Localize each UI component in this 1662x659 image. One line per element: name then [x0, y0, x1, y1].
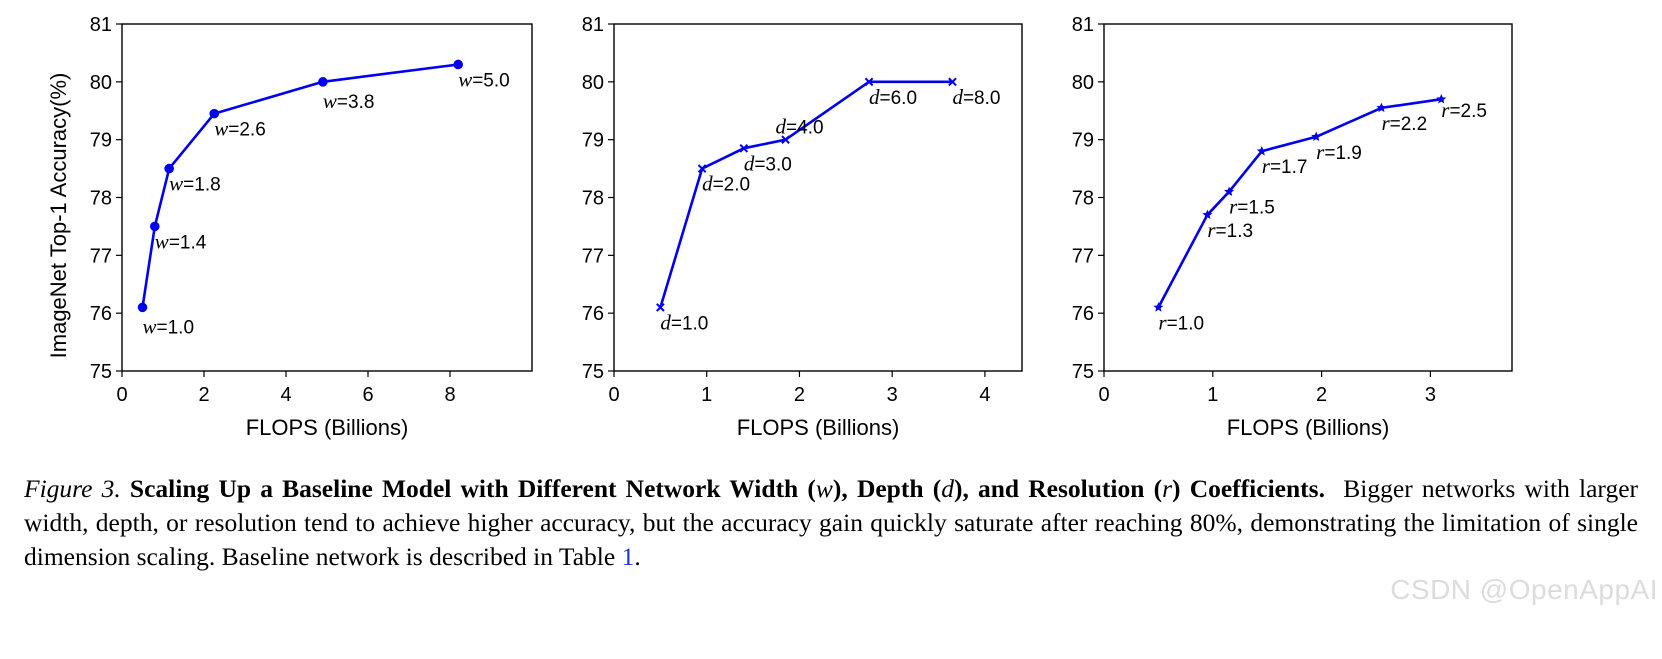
y-tick-label: 80: [1072, 72, 1094, 94]
y-tick-label: 75: [582, 361, 604, 383]
data-point: [150, 221, 160, 232]
data-label: r=1.5: [1229, 195, 1275, 219]
data-point: [697, 164, 707, 173]
data-point: [209, 108, 220, 119]
data-label: w=1.8: [169, 172, 221, 196]
data-label: r=1.0: [1158, 310, 1204, 334]
data-label: w=3.8: [323, 89, 375, 113]
caption-var-d: d: [941, 474, 954, 503]
caption-title-part: ) Coefficients.: [1172, 474, 1325, 503]
x-axis-label: FLOPS (Billions): [1227, 415, 1390, 440]
y-tick-label: 78: [582, 188, 604, 210]
caption-title-part: ), Depth (: [832, 474, 942, 503]
x-tick-label: 3: [887, 384, 898, 406]
data-point: [656, 303, 665, 312]
data-label: d=8.0: [952, 85, 1000, 109]
caption-end: .: [634, 542, 641, 571]
x-tick-label: 0: [1098, 384, 1109, 406]
figure-caption: Figure 3. Scaling Up a Baseline Model wi…: [24, 472, 1638, 574]
y-tick-label: 81: [1072, 14, 1094, 36]
x-tick-label: 2: [1316, 384, 1327, 406]
data-label: r=1.9: [1316, 140, 1362, 164]
y-tick-label: 76: [1072, 303, 1094, 325]
x-tick-label: 1: [701, 384, 712, 406]
caption-var-w: w: [815, 474, 833, 503]
data-point: [948, 77, 957, 87]
data-point: [1224, 186, 1235, 196]
charts-svg: 75 76 77 78 79 80 81 0 2 4 6 8 FLOPS (Billions) Image…: [46, 14, 1513, 440]
y-tick-label: 77: [582, 245, 604, 267]
y-tick-label: 80: [90, 72, 112, 94]
caption-var-r: r: [1162, 474, 1173, 503]
data-point: [739, 144, 749, 153]
data-point: [864, 77, 874, 87]
data-label: w=5.0: [458, 67, 510, 91]
data-point: [1376, 102, 1387, 113]
y-tick-label: 81: [582, 14, 604, 36]
caption-title-part: Scaling Up a Baseline Model with Differe…: [129, 474, 816, 503]
data-point: [1311, 131, 1322, 142]
y-tick-label: 81: [90, 14, 112, 36]
y-tick-label: 80: [582, 72, 604, 94]
data-label: d=4.0: [776, 115, 824, 139]
table-reference-link[interactable]: 1: [621, 542, 635, 571]
data-label: r=2.2: [1381, 111, 1427, 135]
y-tick-label: 79: [1072, 130, 1094, 152]
data-label: r=1.3: [1207, 218, 1253, 242]
y-tick-label: 78: [90, 188, 112, 210]
watermark: CSDN @OpenAppAI: [1390, 574, 1658, 605]
caption-body: Bigger networks with larger width, depth…: [24, 474, 1639, 571]
x-tick-label: 0: [608, 384, 619, 406]
y-tick-label: 75: [90, 361, 112, 383]
data-point: [318, 77, 328, 87]
x-axis-label: FLOPS (Billions): [737, 415, 900, 440]
x-tick-label: 0: [116, 384, 127, 406]
y-tick-label: 76: [582, 303, 604, 325]
series-line: [659, 80, 953, 308]
data-point: [1153, 302, 1164, 312]
y-tick-label: 76: [90, 303, 112, 325]
data-label: r=1.7: [1262, 154, 1308, 178]
x-tick-label: 8: [444, 384, 455, 406]
y-tick-label: 79: [582, 130, 604, 152]
data-point: [1202, 209, 1213, 220]
data-point: [1436, 93, 1447, 104]
data-point: [137, 302, 148, 313]
data-label: w=1.0: [143, 314, 195, 338]
data-label: d=6.0: [869, 85, 917, 109]
y-tick-label: 79: [90, 130, 112, 152]
y-tick-label: 77: [1072, 245, 1094, 267]
data-label: w=2.6: [214, 117, 266, 141]
data-point: [1256, 145, 1267, 156]
x-tick-label: 4: [280, 384, 291, 406]
caption-title: Scaling Up a Baseline Model with Differe…: [130, 474, 1325, 503]
y-axis-label: ImageNet Top-1 Accuracy(%): [46, 73, 71, 359]
caption-title-part: ), and Resolution (: [953, 474, 1163, 503]
series-line: [141, 63, 459, 308]
x-tick-label: 3: [1425, 384, 1436, 406]
data-label: d=2.0: [702, 172, 750, 196]
x-tick-label: 1: [1207, 384, 1218, 406]
y-tick-label: 77: [90, 245, 112, 267]
caption-figure-label: Figure 3.: [24, 474, 121, 503]
x-tick-label: 4: [979, 384, 990, 406]
data-label: r=2.5: [1441, 98, 1487, 122]
x-tick-label: 2: [794, 384, 805, 406]
y-tick-label: 78: [1072, 188, 1094, 210]
x-axis-label: FLOPS (Billions): [246, 415, 409, 440]
y-tick-label: 75: [1072, 361, 1094, 383]
data-label: d=1.0: [660, 310, 708, 334]
data-point: [453, 59, 464, 70]
x-tick-label: 6: [362, 384, 373, 406]
figure: 75 76 77 78 79 80 81 0 2 4 6 8 FLOPS (Billions) Image…: [46, 14, 1513, 440]
data-point: [164, 163, 174, 174]
data-point: [781, 135, 790, 144]
x-tick-label: 2: [198, 384, 209, 406]
data-label: w=1.4: [155, 229, 207, 253]
data-label: d=3.0: [744, 151, 792, 175]
